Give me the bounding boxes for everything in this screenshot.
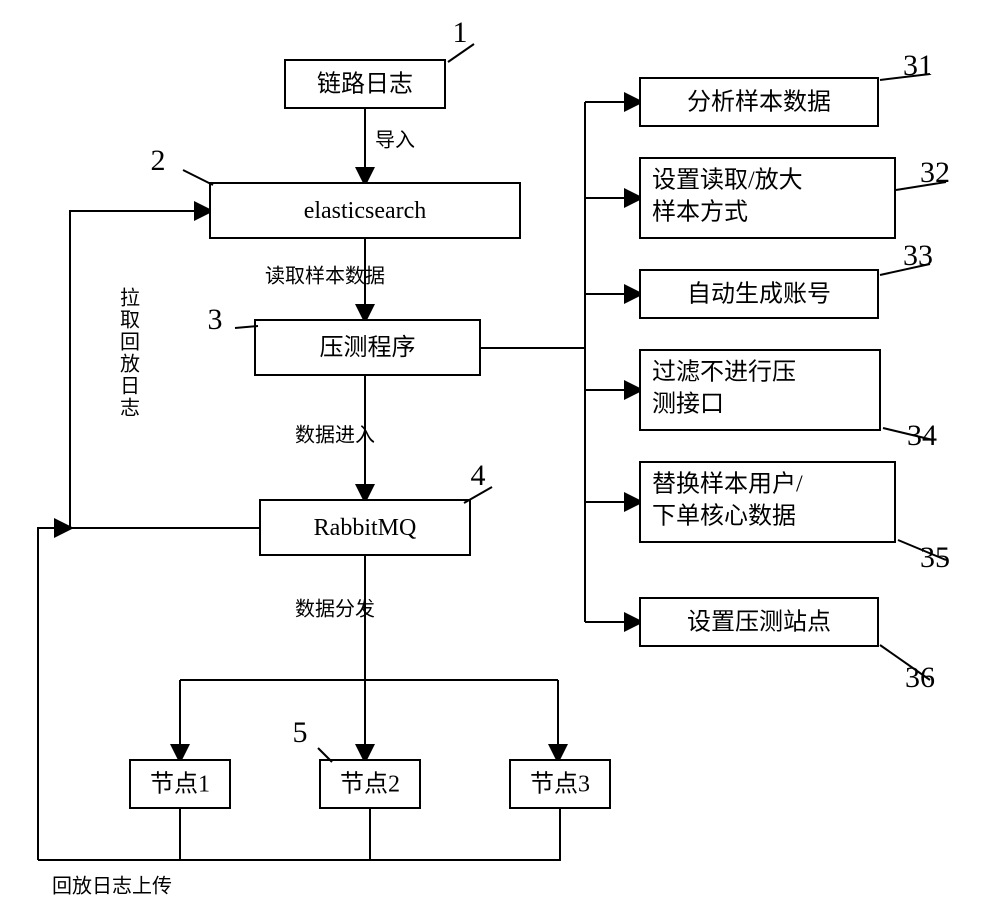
node-label: 分析样本数据: [687, 89, 831, 116]
edge: [70, 211, 210, 528]
edge-label: 放: [120, 353, 140, 376]
edge-label: 读取样本数据: [265, 265, 385, 288]
edge-label: 取: [120, 310, 140, 332]
node-number: 4: [471, 459, 486, 492]
node-number: 36: [905, 661, 935, 694]
node-number: 34: [907, 419, 937, 452]
node-label: RabbitMQ: [314, 515, 417, 541]
node-label: 压测程序: [320, 334, 416, 361]
edge-label: 数据进入: [295, 424, 375, 447]
edge: [180, 808, 370, 860]
node-number: 3: [208, 303, 223, 336]
flowchart: 链路日志 elasticsearch 压测程序 RabbitMQ 节点1 节点2 节点3 分析…: [0, 0, 1000, 919]
node-label: 链路日志: [317, 71, 413, 98]
node-label: 设置读取/放大: [652, 167, 803, 194]
lead-line: [183, 170, 213, 185]
edge: [370, 808, 560, 860]
edge-label: 志: [120, 397, 140, 420]
node-number: 35: [920, 541, 950, 574]
edge-label: 回: [120, 332, 140, 354]
node-label: 节点3: [530, 771, 590, 798]
node-number: 33: [903, 239, 933, 272]
edge-label: 导入: [375, 130, 415, 152]
node-number: 2: [151, 144, 166, 177]
edge-label: 拉: [120, 287, 140, 310]
node-label: 下单核心数据: [652, 503, 796, 530]
node-number: 1: [453, 16, 468, 49]
edge-label: 回放日志上传: [52, 875, 172, 898]
node-label: 设置压测站点: [687, 609, 831, 636]
node-label: 替换样本用户/: [652, 471, 803, 498]
node-label: 测接口: [652, 391, 724, 418]
node-label: 样本方式: [652, 199, 748, 226]
edge: [38, 528, 70, 860]
edge-label: 数据分发: [295, 598, 375, 621]
node-number: 32: [920, 156, 950, 189]
node-number: 31: [903, 49, 933, 82]
edge-label: 日: [120, 376, 140, 398]
node-label: 节点1: [150, 771, 210, 798]
node-number: 5: [293, 716, 308, 749]
node-label: 节点2: [340, 771, 400, 798]
node-label: 自动生成账号: [687, 281, 831, 308]
node-label: elasticsearch: [304, 198, 427, 224]
node-label: 过滤不进行压: [652, 359, 796, 386]
